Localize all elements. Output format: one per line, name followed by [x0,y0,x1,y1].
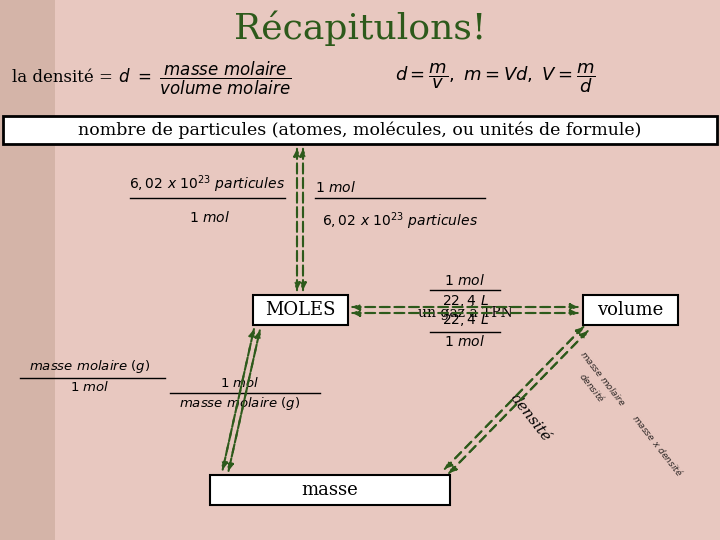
Text: $6,02\ x\ 10^{23}\ \mathit{particules}$: $6,02\ x\ 10^{23}\ \mathit{particules}$ [129,173,285,195]
Text: $\mathit{masse\ molaire}$
$\mathit{densité}$: $\mathit{masse\ molaire}$ $\mathit{densi… [567,349,629,417]
Text: $1\ mol$: $1\ mol$ [444,273,485,288]
Text: $1\ mol$: $1\ mol$ [189,210,230,225]
Text: $1\ mol$: $1\ mol$ [444,334,485,349]
Text: $22,4\ L$: $22,4\ L$ [441,312,488,328]
Text: $6,02\ x\ 10^{23}\ \mathit{particules}$: $6,02\ x\ 10^{23}\ \mathit{particules}$ [322,210,478,232]
Text: $\mathit{masse\ molaire\ (g)}$: $\mathit{masse\ molaire\ (g)}$ [179,395,301,412]
Text: $\mathit{1\ mol}$: $\mathit{1\ mol}$ [220,376,260,390]
Text: masse: masse [302,481,359,499]
FancyBboxPatch shape [582,295,678,325]
Text: volume: volume [597,301,663,319]
Text: Récapitulons!: Récapitulons! [234,10,486,46]
Text: $\mathit{masse\ x\ densité}$: $\mathit{masse\ x\ densité}$ [630,411,686,478]
Text: $d\ =\ \dfrac{masse\ molaire}{volume\ molaire}$: $d\ =\ \dfrac{masse\ molaire}{volume\ mo… [118,59,292,97]
Text: nombre de particules (atomes, molécules, ou unités de formule): nombre de particules (atomes, molécules,… [78,122,642,139]
FancyBboxPatch shape [210,475,450,505]
Text: MOLES: MOLES [265,301,336,319]
Text: un gaz à TPN: un gaz à TPN [418,305,513,320]
FancyBboxPatch shape [253,295,348,325]
Text: $\mathit{masse\ molaire\ (g)}$: $\mathit{masse\ molaire\ (g)}$ [30,358,150,375]
Text: densité: densité [507,392,553,444]
FancyBboxPatch shape [3,116,717,144]
Text: la densité =: la densité = [12,70,118,86]
Text: $d = \dfrac{m}{v},\ m = Vd,\ V = \dfrac{m}{d}$: $d = \dfrac{m}{v},\ m = Vd,\ V = \dfrac{… [395,61,595,95]
Bar [0,0,55,540]
Text: $\mathit{1\ mol}$: $\mathit{1\ mol}$ [71,380,109,394]
Text: $22,4\ L$: $22,4\ L$ [441,293,488,309]
Text: $1\ mol$: $1\ mol$ [315,180,356,195]
